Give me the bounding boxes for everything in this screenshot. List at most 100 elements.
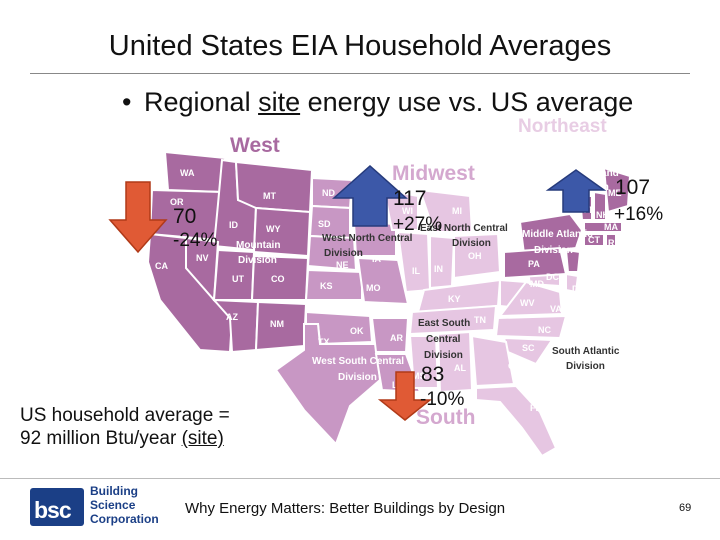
division-esc-l2: Central: [426, 334, 461, 345]
division-sa-l2: Division: [566, 361, 605, 372]
logo-wordmark: Building Science Corporation: [90, 484, 159, 526]
west-change: -24%: [173, 230, 218, 251]
state-label-nv: NV: [196, 253, 209, 263]
logo-mark: bsc: [34, 497, 72, 523]
state-label-sd: SD: [318, 219, 331, 229]
state-label-nd: ND: [322, 188, 335, 198]
footer-divider: [0, 478, 720, 479]
division-mountain-l1: Mountain: [236, 240, 280, 251]
south-change: -10%: [420, 389, 465, 410]
state-az: [211, 298, 260, 354]
state-label-de: DE: [572, 284, 585, 294]
logo-badge: bsc: [30, 488, 84, 526]
region-label-west: West: [230, 134, 280, 157]
state-label-dc: DC: [546, 272, 559, 282]
state-label-co: CO: [271, 274, 285, 284]
division-sa-l1: South Atlantic: [552, 346, 620, 357]
state-in: [429, 234, 456, 290]
state-label-md: MD: [530, 279, 544, 289]
state-label-fl: FL: [530, 403, 541, 413]
state-label-or: OR: [170, 197, 184, 207]
state-ne: [306, 234, 358, 272]
state-label-ma: MA: [604, 222, 618, 232]
south-down-arrow-icon: [377, 371, 433, 421]
state-label-wi: WI: [402, 206, 413, 216]
state-label-ca: CA: [155, 261, 168, 271]
state-oh: [453, 232, 502, 280]
division-ne-l1: New England: [556, 168, 619, 179]
bullet-point: • Regional site energy use vs. US average: [122, 87, 633, 118]
northeast-change: +16%: [614, 204, 664, 225]
state-label-ar: AR: [390, 333, 403, 343]
west-region: [146, 150, 314, 354]
state-ga: [470, 334, 516, 388]
state-label-nc: NC: [538, 325, 551, 335]
division-enc-l1: East North Central: [420, 223, 508, 234]
bsc-logo: bsc Building Science Corporation: [30, 484, 159, 532]
state-mo: [356, 256, 410, 306]
state-label-ga: GA: [508, 361, 522, 371]
state-label-wy: WY: [266, 224, 281, 234]
slide-title: United States EIA Household Averages: [108, 30, 612, 62]
state-label-va: VA: [550, 304, 562, 314]
us-average-site-note: (site): [181, 428, 224, 449]
us-average-line2-text: 92 million Btu/year: [20, 428, 182, 449]
state-ms: [408, 335, 440, 389]
footer-caption: Why Energy Matters: Better Buildings by …: [185, 500, 506, 517]
bullet-icon: •: [122, 87, 132, 117]
state-al: [436, 330, 474, 394]
state-label-me: ME: [608, 188, 622, 198]
state-fl: [475, 384, 558, 458]
state-wa: [163, 150, 227, 194]
logo-line-3: Corporation: [90, 512, 159, 526]
state-ks: [304, 268, 363, 301]
state-label-pa: PA: [528, 259, 540, 269]
state-ky: [416, 278, 502, 314]
state-label-il: IL: [412, 266, 421, 276]
state-label-ri: RI: [608, 238, 617, 248]
page-number: 69: [679, 502, 692, 514]
midwest-up-arrow-icon: [332, 164, 408, 227]
northeast-value: 107: [615, 176, 651, 199]
state-label-id: ID: [229, 220, 239, 230]
state-label-ia: IA: [372, 254, 382, 264]
state-label-ne: NE: [336, 260, 349, 270]
state-ma: [583, 221, 623, 233]
division-ma-l2: Division: [534, 245, 573, 256]
south-region: [274, 270, 580, 458]
midwest-value: 117: [393, 187, 427, 210]
division-mountain-l2: Division: [238, 255, 277, 266]
state-label-az: AZ: [226, 312, 238, 322]
northeast-region: [503, 166, 632, 280]
division-ma-l1: Middle Atlantic: [522, 229, 593, 240]
division-enc-l2: Division: [452, 238, 491, 249]
south-value: 83: [421, 363, 445, 386]
state-label-al: AL: [454, 363, 466, 373]
state-label-mo: MO: [366, 283, 381, 293]
bullet-text-pre: Regional: [144, 87, 259, 117]
state-wi: [382, 188, 419, 231]
state-label-tx: TX: [318, 337, 330, 347]
state-ct: [583, 233, 605, 247]
state-label-mt: MT: [263, 191, 276, 201]
state-pa: [503, 246, 568, 280]
division-wnc-l2: Division: [324, 248, 363, 259]
northeast-up-arrow-icon: [545, 169, 607, 213]
state-mt: [234, 160, 314, 214]
state-nj: [564, 248, 582, 273]
state-nc: [494, 314, 568, 340]
us-average-line1: US household average =: [20, 405, 230, 426]
west-down-arrow-icon: [108, 181, 168, 254]
state-label-ms: MS: [412, 371, 426, 381]
division-wsc-l2: Division: [338, 372, 377, 383]
state-label-wa: WA: [180, 168, 195, 178]
state-label-oh: OH: [468, 251, 482, 261]
us-average-line2: 92 million Btu/year (site): [20, 427, 230, 450]
state-de: [565, 272, 580, 294]
state-me: [602, 166, 632, 214]
midwest-change: +27%: [393, 214, 443, 235]
region-label-south: South: [416, 406, 475, 429]
state-label-ok: OK: [350, 326, 364, 336]
state-ri: [605, 233, 617, 247]
division-wnc-l1: West North Central: [322, 233, 413, 244]
